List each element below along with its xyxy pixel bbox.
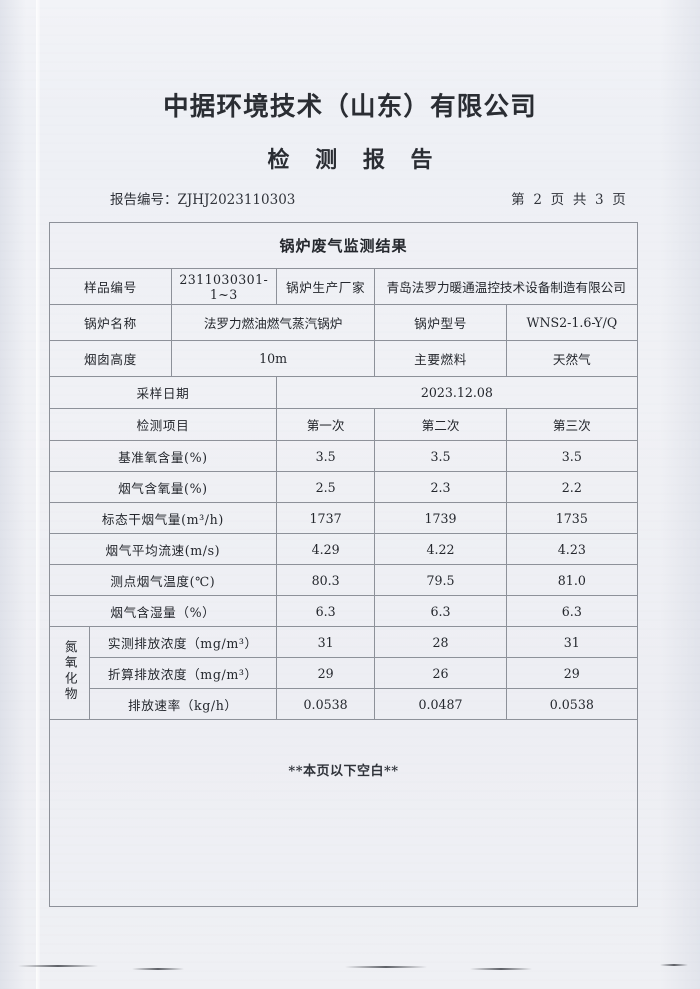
row-item-label: 烟气平均流速(m/s) bbox=[49, 533, 277, 565]
table-row: 基准氧含量(%) 3.5 3.5 3.5 bbox=[49, 440, 639, 472]
row-value-2: 2.3 bbox=[374, 471, 507, 503]
table-row-nox-converted: 折算排放浓度（mg/m³） 29 26 29 bbox=[50, 657, 639, 689]
scan-artifact bbox=[132, 968, 184, 970]
row-value-2: 4.22 bbox=[374, 533, 507, 565]
table-row-nox-measured: 氮氧化物 实测排放浓度（mg/m³） 31 28 31 bbox=[49, 626, 639, 720]
nox-group-label-text: 氮氧化物 bbox=[62, 640, 78, 703]
row-value-3: 31 bbox=[505, 626, 639, 658]
table-row: 烟气含湿量（%） 6.3 6.3 6.3 bbox=[49, 595, 639, 627]
boiler-model-value: WNS2-1.6-Y/Q bbox=[505, 304, 639, 341]
main-fuel-label: 主要燃料 bbox=[374, 340, 507, 377]
row-value-1: 1737 bbox=[275, 502, 376, 534]
table-row: 烟气含氧量(%) 2.5 2.3 2.2 bbox=[49, 471, 639, 503]
stack-height-label: 烟囱高度 bbox=[49, 340, 172, 377]
row-item-label: 实测排放浓度（mg/m³） bbox=[88, 626, 277, 658]
row-value-1: 2.5 bbox=[275, 471, 376, 503]
table-row: 烟气平均流速(m/s) 4.29 4.22 4.23 bbox=[49, 533, 639, 565]
boiler-name-value: 法罗力燃油燃气蒸汽锅炉 bbox=[170, 304, 376, 341]
table-row-blank-area: **本页以下空白** bbox=[49, 719, 638, 907]
main-fuel-value: 天然气 bbox=[505, 340, 639, 377]
row-value-1: 4.29 bbox=[275, 533, 376, 565]
table-title: 锅炉废气监测结果 bbox=[49, 222, 638, 269]
row-value-2: 3.5 bbox=[374, 440, 507, 472]
sampling-date-label: 采样日期 bbox=[49, 376, 277, 409]
sample-no-value: 2311030301-1~3 bbox=[170, 268, 277, 305]
company-title: 中据环境技术（山东）有限公司 bbox=[163, 92, 537, 122]
column-header-run-2: 第二次 bbox=[374, 408, 507, 441]
row-value-3: 81.0 bbox=[505, 564, 639, 596]
table-row-sampling-date: 采样日期 2023.12.08 bbox=[49, 376, 639, 409]
table-title-row: 锅炉废气监测结果 bbox=[49, 222, 638, 269]
row-value-2: 28 bbox=[374, 626, 507, 658]
boiler-model-label: 锅炉型号 bbox=[374, 304, 507, 341]
row-item-label: 基准氧含量(%) bbox=[49, 440, 277, 472]
row-value-1: 0.0538 bbox=[275, 688, 376, 720]
row-value-3: 3.5 bbox=[505, 440, 639, 472]
table-row-boiler-name: 锅炉名称 法罗力燃油燃气蒸汽锅炉 锅炉型号 WNS2-1.6-Y/Q bbox=[49, 304, 639, 341]
column-header-run-3: 第三次 bbox=[505, 408, 639, 441]
scan-artifact bbox=[345, 966, 427, 968]
blank-area-cell: **本页以下空白** bbox=[49, 719, 638, 907]
blank-page-note: **本页以下空白** bbox=[288, 764, 399, 779]
table-row-sample-no: 样品编号 2311030301-1~3 锅炉生产厂家 青岛法罗力暖通温控技术设备… bbox=[49, 268, 638, 305]
table-row: 标态干烟气量(m³/h) 1737 1739 1735 bbox=[49, 502, 639, 534]
table-row-nox-rate: 排放速率（kg/h） 0.0538 0.0487 0.0538 bbox=[50, 688, 639, 720]
table-header-row: 检测项目 第一次 第二次 第三次 bbox=[49, 408, 639, 441]
report-number: 报告编号：ZJHJ2023110303 bbox=[110, 192, 296, 208]
column-header-run-1: 第一次 bbox=[275, 408, 376, 441]
row-value-1: 80.3 bbox=[275, 564, 376, 596]
row-value-2: 26 bbox=[374, 657, 507, 689]
row-item-label: 折算排放浓度（mg/m³） bbox=[88, 657, 277, 689]
row-item-label: 测点烟气温度(℃) bbox=[49, 564, 277, 596]
stack-height-value: 10m bbox=[170, 340, 376, 377]
page-number: 第 2 页 共 3 页 bbox=[511, 192, 628, 208]
boiler-emission-table: 锅炉废气监测结果 样品编号 2311030301-1~3 锅炉生产厂家 青岛法罗… bbox=[49, 222, 639, 907]
row-value-2: 1739 bbox=[374, 502, 507, 534]
row-value-2: 79.5 bbox=[374, 564, 507, 596]
row-item-label: 标态干烟气量(m³/h) bbox=[49, 502, 277, 534]
row-value-1: 6.3 bbox=[275, 595, 376, 627]
row-item-label: 排放速率（kg/h） bbox=[88, 688, 277, 720]
scan-artifact bbox=[18, 965, 98, 967]
column-header-item: 检测项目 bbox=[49, 408, 277, 441]
manufacturer-value: 青岛法罗力暖通温控技术设备制造有限公司 bbox=[374, 268, 638, 305]
table-row-stack-height: 烟囱高度 10m 主要燃料 天然气 bbox=[49, 340, 639, 377]
row-value-1: 29 bbox=[275, 657, 376, 689]
row-value-2: 0.0487 bbox=[374, 688, 507, 720]
nox-group-label: 氮氧化物 bbox=[49, 626, 90, 720]
row-value-3: 0.0538 bbox=[505, 688, 639, 720]
report-meta: 报告编号：ZJHJ2023110303 第 2 页 共 3 页 bbox=[110, 188, 628, 208]
row-value-3: 29 bbox=[505, 657, 639, 689]
row-value-3: 1735 bbox=[505, 502, 639, 534]
row-value-3: 6.3 bbox=[505, 595, 639, 627]
scan-artifact bbox=[660, 964, 688, 966]
row-value-1: 3.5 bbox=[275, 440, 376, 472]
sampling-date-value: 2023.12.08 bbox=[275, 376, 639, 409]
manufacturer-label: 锅炉生产厂家 bbox=[275, 268, 376, 305]
row-item-label: 烟气含氧量(%) bbox=[49, 471, 277, 503]
report-title: 检 测 报 告 bbox=[267, 147, 442, 173]
row-value-1: 31 bbox=[275, 626, 376, 658]
row-value-3: 2.2 bbox=[505, 471, 639, 503]
sample-no-label: 样品编号 bbox=[49, 268, 172, 305]
row-item-label: 烟气含湿量（%） bbox=[49, 595, 277, 627]
table-row: 测点烟气温度(℃) 80.3 79.5 81.0 bbox=[49, 564, 639, 596]
row-value-3: 4.23 bbox=[505, 533, 639, 565]
scan-artifact bbox=[470, 968, 532, 970]
boiler-name-label: 锅炉名称 bbox=[49, 304, 172, 341]
row-value-2: 6.3 bbox=[374, 595, 507, 627]
